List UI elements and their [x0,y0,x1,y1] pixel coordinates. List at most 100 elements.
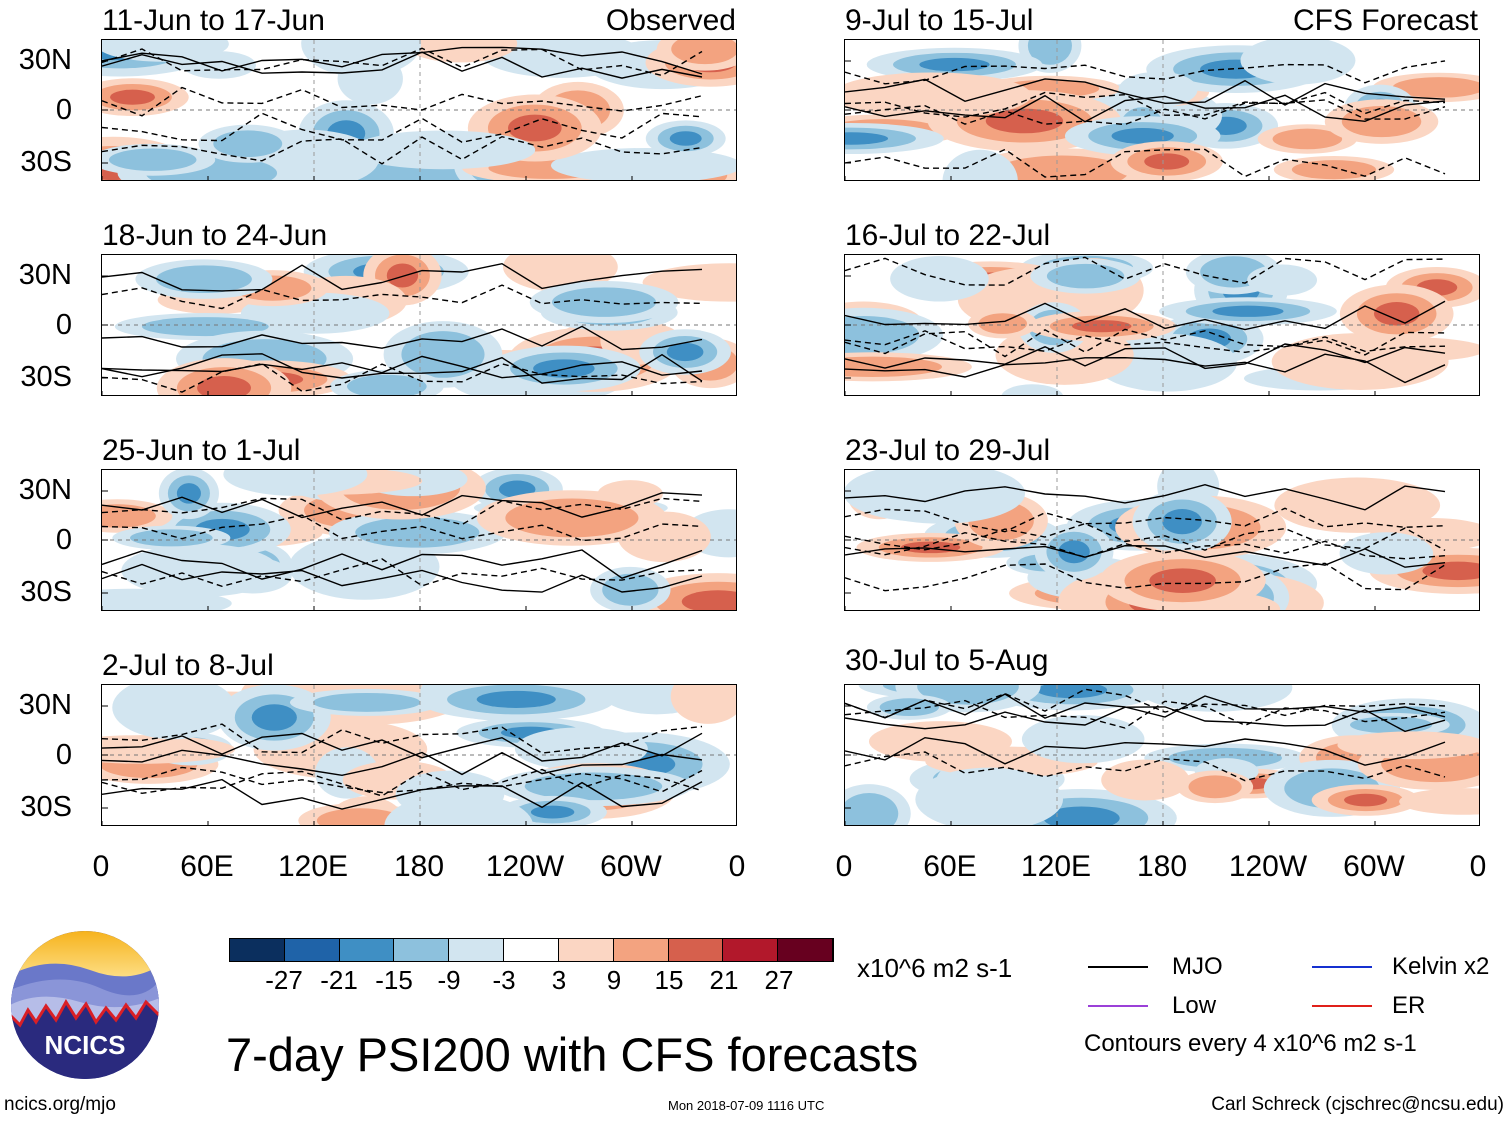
mjo-contour [102,135,703,165]
y-label: 30N [18,44,72,76]
negative-anomaly [102,40,229,62]
mjo-contour [102,51,703,79]
x-label: 0 [728,850,746,883]
mjo-contour [845,507,1446,533]
panel-8-title: 30-Jul to 5-Aug [845,644,1049,677]
colorbar-tick-label: -15 [375,965,413,995]
negative-anomaly [1247,264,1318,296]
mjo-contour [102,325,703,351]
mjo-contour [845,148,1446,178]
mjo-contour [102,497,703,526]
negative-anomaly [337,53,403,105]
positive-anomaly [197,376,251,395]
negative-anomaly [1339,532,1434,575]
positive-anomaly [1144,153,1190,170]
y-label: 30N [18,259,72,291]
x-label: 180 [393,850,445,883]
positive-anomaly [1341,105,1422,138]
negative-anomaly [130,529,213,547]
legend-er-line [1312,1005,1372,1007]
negative-anomaly [1001,384,1063,395]
mjo-contour [845,693,1446,719]
mjo-contour [845,751,1446,782]
colorbar-swatch [668,939,724,961]
x-label: 60W [1343,850,1405,883]
negative-anomaly [1058,540,1090,564]
x-label: 60E [180,850,234,883]
mjo-contour [845,483,1446,511]
y-label: 30S [20,361,72,393]
negative-anomaly [347,374,427,395]
negative-anomaly [1168,747,1283,769]
mjo-contour [102,749,703,777]
mjo-contour [102,492,703,519]
negative-anomaly [1212,305,1284,317]
negative-anomaly [476,690,556,708]
negative-anomaly [514,727,648,771]
figure-title: 7-day PSI200 with CFS forecasts [226,1028,919,1081]
y-label: 0 [55,739,72,771]
negative-anomaly [112,685,236,740]
negative-anomaly [845,315,920,355]
mjo-contour [845,60,1446,85]
negative-anomaly [942,149,1018,180]
colorbar-tick-label: 9 [606,965,622,995]
panel-6-title: 23-Jul to 29-Jul [845,434,1051,467]
mjo-contour [102,549,703,580]
colorbar-tick-label: 21 [709,965,739,995]
negative-anomaly [155,265,252,294]
colorbar-swatch [778,939,833,961]
mjo-contour [845,562,1446,592]
negative-anomaly [1111,128,1174,144]
negative-anomaly [915,767,1064,825]
negative-anomaly [669,131,702,146]
mjo-contour [845,699,1446,729]
x-label: 0 [835,850,853,883]
negative-anomaly [1350,716,1433,734]
y-label: 30S [20,146,72,178]
colorbar-tick-label: 27 [764,965,794,995]
panel-7-map [101,684,737,826]
mjo-contour [845,544,1446,568]
x-label: 120E [277,850,349,883]
mjo-contour [102,112,703,143]
colorbar-swatch [504,939,559,961]
colorbar-tick-label: 15 [654,965,684,995]
panel-4-title: 16-Jul to 22-Jul [845,219,1051,252]
footer-timestamp: Mon 2018-07-09 1116 UTC [668,1098,825,1113]
positive-anomaly [1149,568,1216,593]
mjo-contour [845,94,1446,123]
ncics-logo: NCICS [10,930,160,1080]
negative-anomaly [1240,40,1356,85]
positive-anomaly [1392,77,1479,98]
colorbar-swatch [339,939,395,961]
x-label: 180 [1136,850,1188,883]
mjo-contour [102,284,703,310]
negative-anomaly [530,805,575,819]
mjo-contour [845,522,1446,552]
negative-anomaly [919,57,990,72]
mjo-contour [845,706,1446,733]
negative-anomaly [666,342,704,362]
positive-anomaly [1274,477,1441,533]
y-label: 30N [18,689,72,721]
colorbar [229,938,834,962]
legend-mjo-label: MJO [1172,953,1223,980]
footer-url[interactable]: ncics.org/mjo [4,1094,116,1115]
mjo-contour [102,778,703,810]
colorbar-tick-label: -9 [437,965,461,995]
panel-3-map [101,254,737,396]
positive-anomaly [1101,759,1190,801]
mjo-contour [102,46,703,75]
mjo-contour [102,355,703,379]
positive-anomaly [1422,561,1479,581]
mjo-contour [845,688,1446,719]
colorbar-swatch [449,939,505,961]
mjo-contour [102,362,703,393]
negative-anomaly [121,543,280,597]
negative-anomaly [1021,715,1145,764]
mjo-contour [102,262,703,292]
x-label: 60E [923,850,977,883]
negative-anomaly [1162,508,1202,535]
mjo-contour [102,723,703,754]
